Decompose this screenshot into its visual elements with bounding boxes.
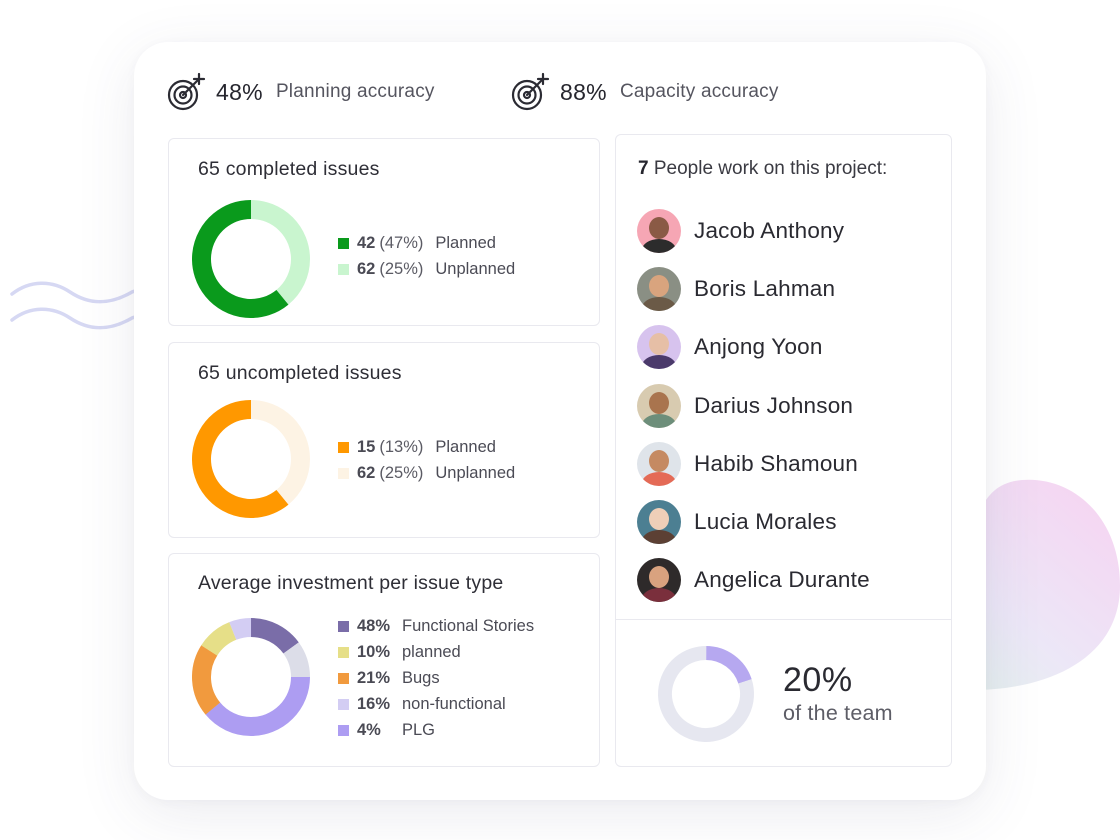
capacity-accuracy-value: 88% — [560, 78, 607, 105]
legend-item-planned: 15 (13%) Planned — [338, 434, 515, 460]
person-name: Habib Shamoun — [694, 450, 858, 476]
plg-swatch — [338, 724, 349, 736]
target-arrow-icon — [511, 72, 550, 111]
planned-swatch — [338, 441, 349, 453]
functional-stories-percent: 48% — [357, 616, 391, 635]
bugs-swatch — [338, 672, 349, 684]
uncompleted-issues-title: 65 uncompleted issues — [198, 362, 402, 384]
person-name: Lucia Morales — [694, 509, 837, 535]
legend-item-planned: 10% planned — [338, 639, 534, 665]
capacity-accuracy-label: Capacity accuracy — [619, 81, 779, 102]
person-item[interactable]: Anjong Yoon — [637, 318, 870, 376]
investment-donut — [192, 618, 310, 736]
planned-label: planned — [402, 642, 461, 661]
plg-percent: 4% — [357, 720, 381, 739]
unplanned-count: 62 — [357, 463, 376, 482]
legend-item-planned: 42 (47%) Planned — [338, 230, 515, 256]
planned-swatch — [338, 646, 349, 658]
person-item[interactable]: Boris Lahman — [637, 260, 870, 318]
people-count: 7 — [638, 158, 649, 179]
person-item[interactable]: Darius Johnson — [637, 377, 870, 435]
donut-segment — [192, 618, 310, 736]
donut-segment — [192, 200, 310, 318]
planned-percent: (13%) — [379, 437, 424, 456]
legend-item-unplanned: 62 (25%) Unplanned — [338, 460, 515, 486]
avatar — [637, 383, 681, 428]
donut-segment — [192, 618, 310, 736]
person-name: Darius Johnson — [694, 392, 854, 418]
person-item[interactable]: Angelica Durante — [637, 551, 870, 609]
planning-accuracy-metric: 48% Planning accuracy — [166, 72, 435, 112]
person-name: Jacob Anthony — [694, 218, 845, 244]
planned-count: 15 — [357, 437, 376, 456]
planned-percent: 10% — [357, 642, 391, 661]
person-name: Anjong Yoon — [694, 334, 823, 360]
investment-panel: Average investment per issue type 48% Fu… — [168, 553, 600, 767]
person-item[interactable]: Lucia Morales — [637, 493, 870, 551]
planning-accuracy-label: Planning accuracy — [275, 81, 435, 102]
unplanned-label: Unplanned — [435, 463, 516, 482]
non-functional-swatch — [338, 698, 349, 710]
people-list: Jacob Anthony Boris Lahman Anjong Yoon D… — [637, 202, 870, 609]
non-functional-percent: 16% — [357, 694, 391, 713]
team-share-label: of the team — [783, 701, 893, 725]
completed-issues-panel: 65 completed issues 42 (47%) Planned 62 … — [168, 138, 600, 326]
avatar — [637, 558, 681, 603]
legend-item-functional-stories: 48% Functional Stories — [338, 613, 534, 639]
people-title: 7 People work on this project: — [638, 158, 887, 180]
legend-item-plg: 4% PLG — [338, 717, 534, 743]
avatar — [637, 325, 681, 370]
planned-label: Planned — [435, 233, 496, 252]
target-arrow-icon — [167, 72, 206, 111]
uncompleted-issues-donut — [192, 400, 310, 518]
unplanned-swatch — [338, 263, 349, 275]
plg-label: PLG — [402, 720, 436, 739]
unplanned-swatch — [338, 467, 349, 479]
planned-percent: (47%) — [379, 233, 424, 252]
legend-item-non-functional: 16% non-functional — [338, 691, 534, 717]
legend-item-bugs: 21% Bugs — [338, 665, 534, 691]
donut-segment — [192, 618, 310, 736]
planning-accuracy-value: 48% — [216, 78, 263, 105]
bugs-percent: 21% — [357, 668, 391, 687]
investment-title: Average investment per issue type — [198, 572, 504, 594]
avatar — [637, 441, 681, 486]
capacity-accuracy-metric: 88% Capacity accuracy — [510, 72, 779, 112]
planned-label: Planned — [435, 437, 496, 456]
divider — [616, 619, 951, 620]
unplanned-label: Unplanned — [435, 259, 516, 278]
avatar — [637, 267, 681, 312]
bugs-label: Bugs — [402, 668, 440, 687]
donut-segment — [658, 646, 754, 742]
decorative-waves — [10, 281, 146, 330]
team-share-donut — [658, 646, 754, 742]
completed-issues-donut — [192, 200, 310, 318]
project-summary-card: 48% Planning accuracy 88% Capacity accur… — [134, 42, 986, 800]
avatar — [637, 500, 681, 545]
team-share-percent: 20% — [783, 661, 853, 699]
avatar — [637, 209, 681, 254]
legend-item-unplanned: 62 (25%) Unplanned — [338, 256, 515, 282]
functional-stories-label: Functional Stories — [402, 616, 535, 635]
unplanned-percent: (25%) — [379, 259, 424, 278]
planned-count: 42 — [357, 233, 376, 252]
unplanned-count: 62 — [357, 259, 376, 278]
person-name: Boris Lahman — [694, 276, 836, 302]
donut-segment — [192, 400, 310, 518]
unplanned-percent: (25%) — [379, 463, 424, 482]
person-name: Angelica Durante — [694, 567, 870, 593]
planned-swatch — [338, 237, 349, 249]
person-item[interactable]: Habib Shamoun — [637, 435, 870, 493]
uncompleted-issues-legend: 15 (13%) Planned 62 (25%) Unplanned — [338, 434, 515, 486]
non-functional-label: non-functional — [402, 694, 506, 713]
people-panel: 7 People work on this project: Jacob Ant… — [615, 134, 952, 767]
completed-issues-title: 65 completed issues — [198, 158, 380, 180]
uncompleted-issues-panel: 65 uncompleted issues 15 (13%) Planned 6… — [168, 342, 600, 538]
person-item[interactable]: Jacob Anthony — [637, 202, 870, 260]
completed-issues-legend: 42 (47%) Planned 62 (25%) Unplanned — [338, 230, 515, 282]
people-title-text: People work on this project: — [648, 158, 888, 179]
functional-stories-swatch — [338, 620, 349, 632]
investment-legend: 48% Functional Stories 10% planned 21% B… — [338, 613, 534, 743]
